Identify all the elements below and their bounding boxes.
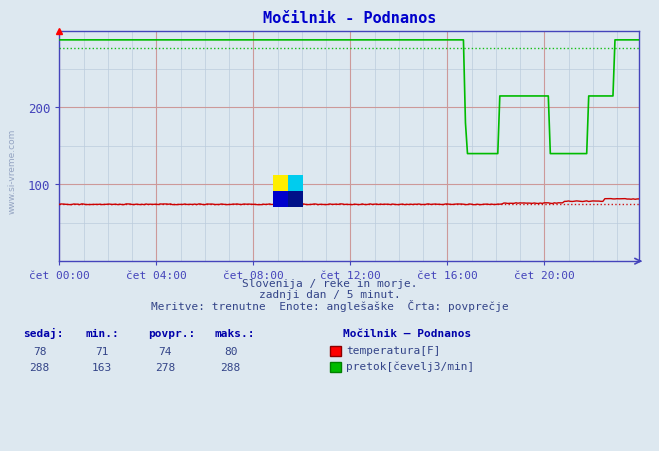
Text: 78: 78 <box>33 346 46 356</box>
Text: www.si-vreme.com: www.si-vreme.com <box>8 129 17 214</box>
Text: 163: 163 <box>92 362 112 372</box>
Text: 288: 288 <box>221 362 241 372</box>
Text: Močilnik – Podnanos: Močilnik – Podnanos <box>343 328 471 338</box>
Text: povpr.:: povpr.: <box>148 328 196 338</box>
Text: zadnji dan / 5 minut.: zadnji dan / 5 minut. <box>258 290 401 299</box>
Bar <box>273 192 289 207</box>
Text: 278: 278 <box>155 362 175 372</box>
Bar <box>289 192 303 207</box>
Text: maks.:: maks.: <box>214 328 254 338</box>
Text: 74: 74 <box>158 346 171 356</box>
Bar <box>273 176 289 192</box>
Text: Meritve: trenutne  Enote: anglešaške  Črta: povprečje: Meritve: trenutne Enote: anglešaške Črta… <box>151 299 508 311</box>
Text: temperatura[F]: temperatura[F] <box>346 345 440 355</box>
Text: 288: 288 <box>30 362 49 372</box>
Text: sedaj:: sedaj: <box>23 327 63 338</box>
Text: 71: 71 <box>96 346 109 356</box>
Title: Močilnik - Podnanos: Močilnik - Podnanos <box>262 11 436 26</box>
Bar <box>289 176 303 192</box>
Text: pretok[čevelj3/min]: pretok[čevelj3/min] <box>346 360 474 371</box>
Text: 80: 80 <box>224 346 237 356</box>
Text: min.:: min.: <box>86 328 119 338</box>
Text: Slovenija / reke in morje.: Slovenija / reke in morje. <box>242 278 417 288</box>
